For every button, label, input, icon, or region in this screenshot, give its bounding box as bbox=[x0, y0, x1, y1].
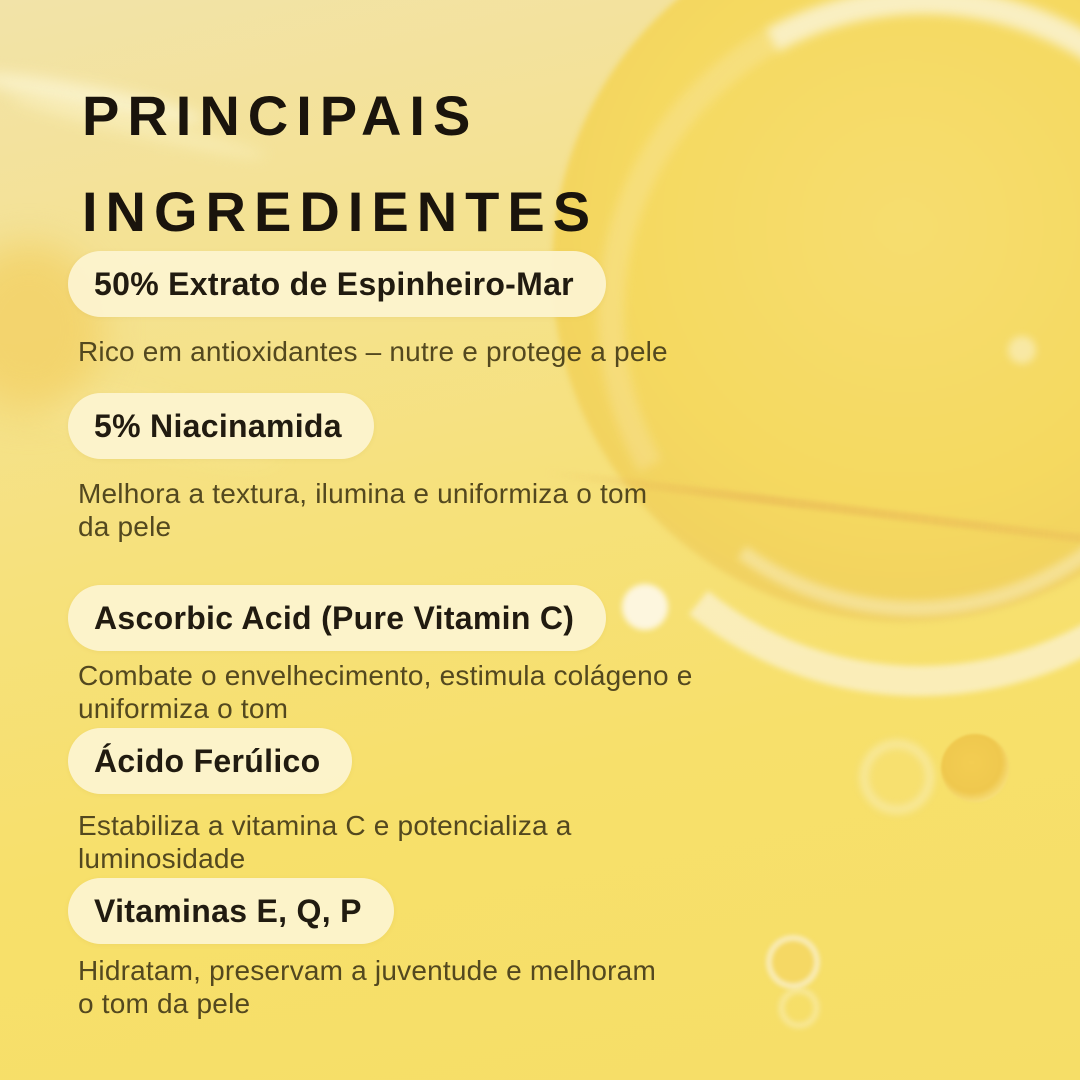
ingredient-name: Vitaminas E, Q, P bbox=[94, 892, 362, 929]
ingredient-description: Rico em antioxidantes – nutre e protege … bbox=[78, 336, 668, 367]
small-oil-bubble-6 bbox=[779, 988, 819, 1028]
ingredient-name: 5% Niacinamida bbox=[94, 407, 342, 444]
ingredient-description: Combate o envelhecimento, estimula colág… bbox=[78, 660, 693, 724]
page-title: PRINCIPAIS INGREDIENTES bbox=[82, 68, 598, 260]
ingredient-pill: Vitaminas E, Q, P bbox=[68, 878, 394, 944]
ingredient-name: Ascorbic Acid (Pure Vitamin C) bbox=[94, 599, 575, 636]
ingredient-name: Ácido Ferúlico bbox=[94, 742, 321, 779]
small-oil-bubble-2 bbox=[860, 740, 934, 814]
small-oil-bubble-3 bbox=[766, 935, 820, 989]
ingredient-name: 50% Extrato de Espinheiro-Mar bbox=[94, 265, 574, 302]
small-oil-bubble-4 bbox=[622, 584, 668, 630]
ingredient-description: Hidratam, preservam a juventude e melhor… bbox=[78, 955, 656, 1019]
ingredient-pill: 50% Extrato de Espinheiro-Mar bbox=[68, 251, 606, 317]
bubble-bottom-inner-arc bbox=[569, 0, 1080, 660]
ingredient-pill: Ácido Ferúlico bbox=[68, 728, 353, 794]
ingredient-description: Melhora a textura, ilumina e uniformiza … bbox=[78, 478, 648, 542]
page-title-line2: INGREDIENTES bbox=[82, 179, 599, 243]
page-title-line1: PRINCIPAIS bbox=[82, 83, 479, 147]
small-oil-bubble-1 bbox=[941, 734, 1009, 802]
ingredient-pill: 5% Niacinamida bbox=[68, 393, 374, 459]
ingredient-description: Estabiliza a vitamina C e potencializa a… bbox=[78, 810, 572, 874]
small-oil-bubble-5 bbox=[1008, 336, 1036, 364]
ingredient-pill: Ascorbic Acid (Pure Vitamin C) bbox=[68, 585, 607, 651]
